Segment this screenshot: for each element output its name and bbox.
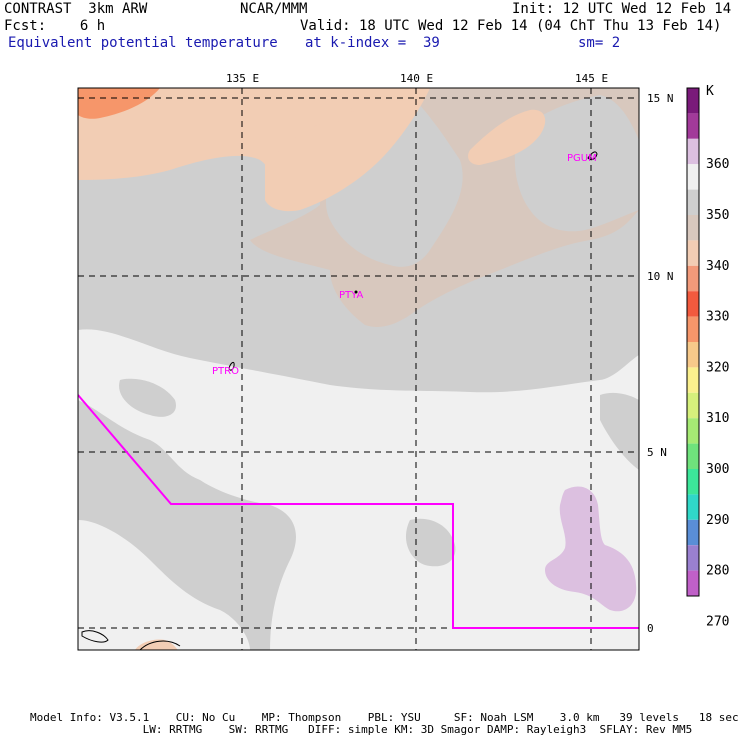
contour-patch-5 (119, 378, 176, 417)
field-name: Equivalent potential temperature (8, 35, 278, 51)
lat-label-15n: 15 N (647, 92, 674, 105)
model-info-line2: LW: RRTMG SW: RRTMG DIFF: simple KM: 3D … (30, 723, 693, 736)
colorbar-unit: K (706, 84, 714, 99)
contour-320-330-corner (78, 88, 160, 119)
colorbar-swatch (687, 367, 699, 393)
contour-330-340-north-tongue (265, 88, 430, 212)
colorbar-frame (686, 87, 700, 597)
lat-label-10n: 10 N (647, 270, 674, 283)
colorbar-tick-label: 330 (706, 310, 729, 325)
colorbar-swatch (687, 291, 699, 317)
colorbar-swatch (687, 265, 699, 292)
station-label-ptro: PTRO (212, 366, 239, 377)
colorbar-swatch (687, 164, 699, 190)
valid-time: Valid: 18 UTC Wed 12 Feb 14 (04 ChT Thu … (300, 18, 722, 34)
map-frame (77, 87, 640, 651)
colorbar-swatch (687, 519, 699, 546)
model-title: CONTRAST 3km ARW (4, 1, 148, 17)
colorbar-swatch (687, 88, 699, 114)
colorbar-tick-label: 320 (706, 360, 729, 375)
forecast-hour: Fcst: 6 h (4, 18, 106, 34)
station-marker-ptya (354, 290, 358, 294)
lon-label-140e: 140 E (400, 72, 433, 85)
contour-patch-3 (405, 518, 456, 567)
colorbar-swatch (687, 215, 699, 241)
station-label-pgum: PGUM (567, 153, 597, 164)
map-plot-area (78, 88, 639, 650)
model-info-line1: Model Info: V3.5.1 CU: No Cu MP: Thompso… (30, 711, 739, 724)
contour-330-340-ne-blob (468, 109, 546, 165)
init-time: Init: 12 UTC Wed 12 Feb 14 (512, 1, 732, 17)
colorbar-swatch (687, 469, 699, 495)
colorbar-swatch (687, 545, 699, 571)
coastline-sw-arc (139, 640, 181, 650)
colorbar-tick-label: 290 (706, 513, 729, 528)
graticule (78, 88, 639, 650)
contour-patch-2 (78, 520, 250, 650)
lon-label-145e: 145 E (575, 72, 608, 85)
contour-350-east-band (514, 95, 639, 232)
colorbar: 360 350 340 330 320 310 300 290 280 270 (686, 87, 729, 629)
contour-360-370-southeast (545, 486, 637, 612)
level-label: at k-index = 39 (305, 35, 440, 51)
contour-330-340-small (327, 98, 352, 122)
colorbar-swatch (687, 494, 699, 520)
lat-label-5n: 5 N (647, 446, 667, 459)
colorbar-tick-label: 300 (706, 462, 729, 477)
colorbar-tick-label: 350 (706, 208, 729, 223)
colorbar-tick-label: 270 (706, 614, 729, 629)
contour-330-340-southwest (135, 639, 178, 650)
colorbar-swatch (687, 189, 699, 215)
contour-patch-4 (600, 392, 639, 470)
colorbar-tick-label: 340 (706, 259, 729, 274)
colorbar-swatch (687, 392, 699, 419)
colorbar-swatch (687, 138, 699, 165)
colorbar-swatch (687, 240, 699, 266)
colorbar-tick-label: 360 (706, 157, 729, 172)
colorbar-tick-label: 280 (706, 564, 729, 579)
colorbar-tick-label: 310 (706, 411, 729, 426)
colorbar-swatch (687, 113, 699, 139)
coastline-palau (228, 361, 235, 371)
coastline-sw-island (81, 630, 109, 643)
colorbar-swatch (687, 418, 699, 444)
colorbar-swatch (687, 342, 699, 368)
lon-label-135e: 135 E (226, 72, 259, 85)
colorbar-swatch (687, 316, 699, 342)
domain-boundary (78, 394, 639, 629)
center-label: NCAR/MMM (240, 1, 308, 17)
colorbar-swatch (687, 570, 699, 596)
station-label-ptya: PTYA (339, 290, 363, 301)
colorbar-swatch (687, 443, 699, 469)
lat-label-equator: 0 (647, 622, 654, 635)
smoothing-label: sm= 2 (578, 35, 621, 51)
